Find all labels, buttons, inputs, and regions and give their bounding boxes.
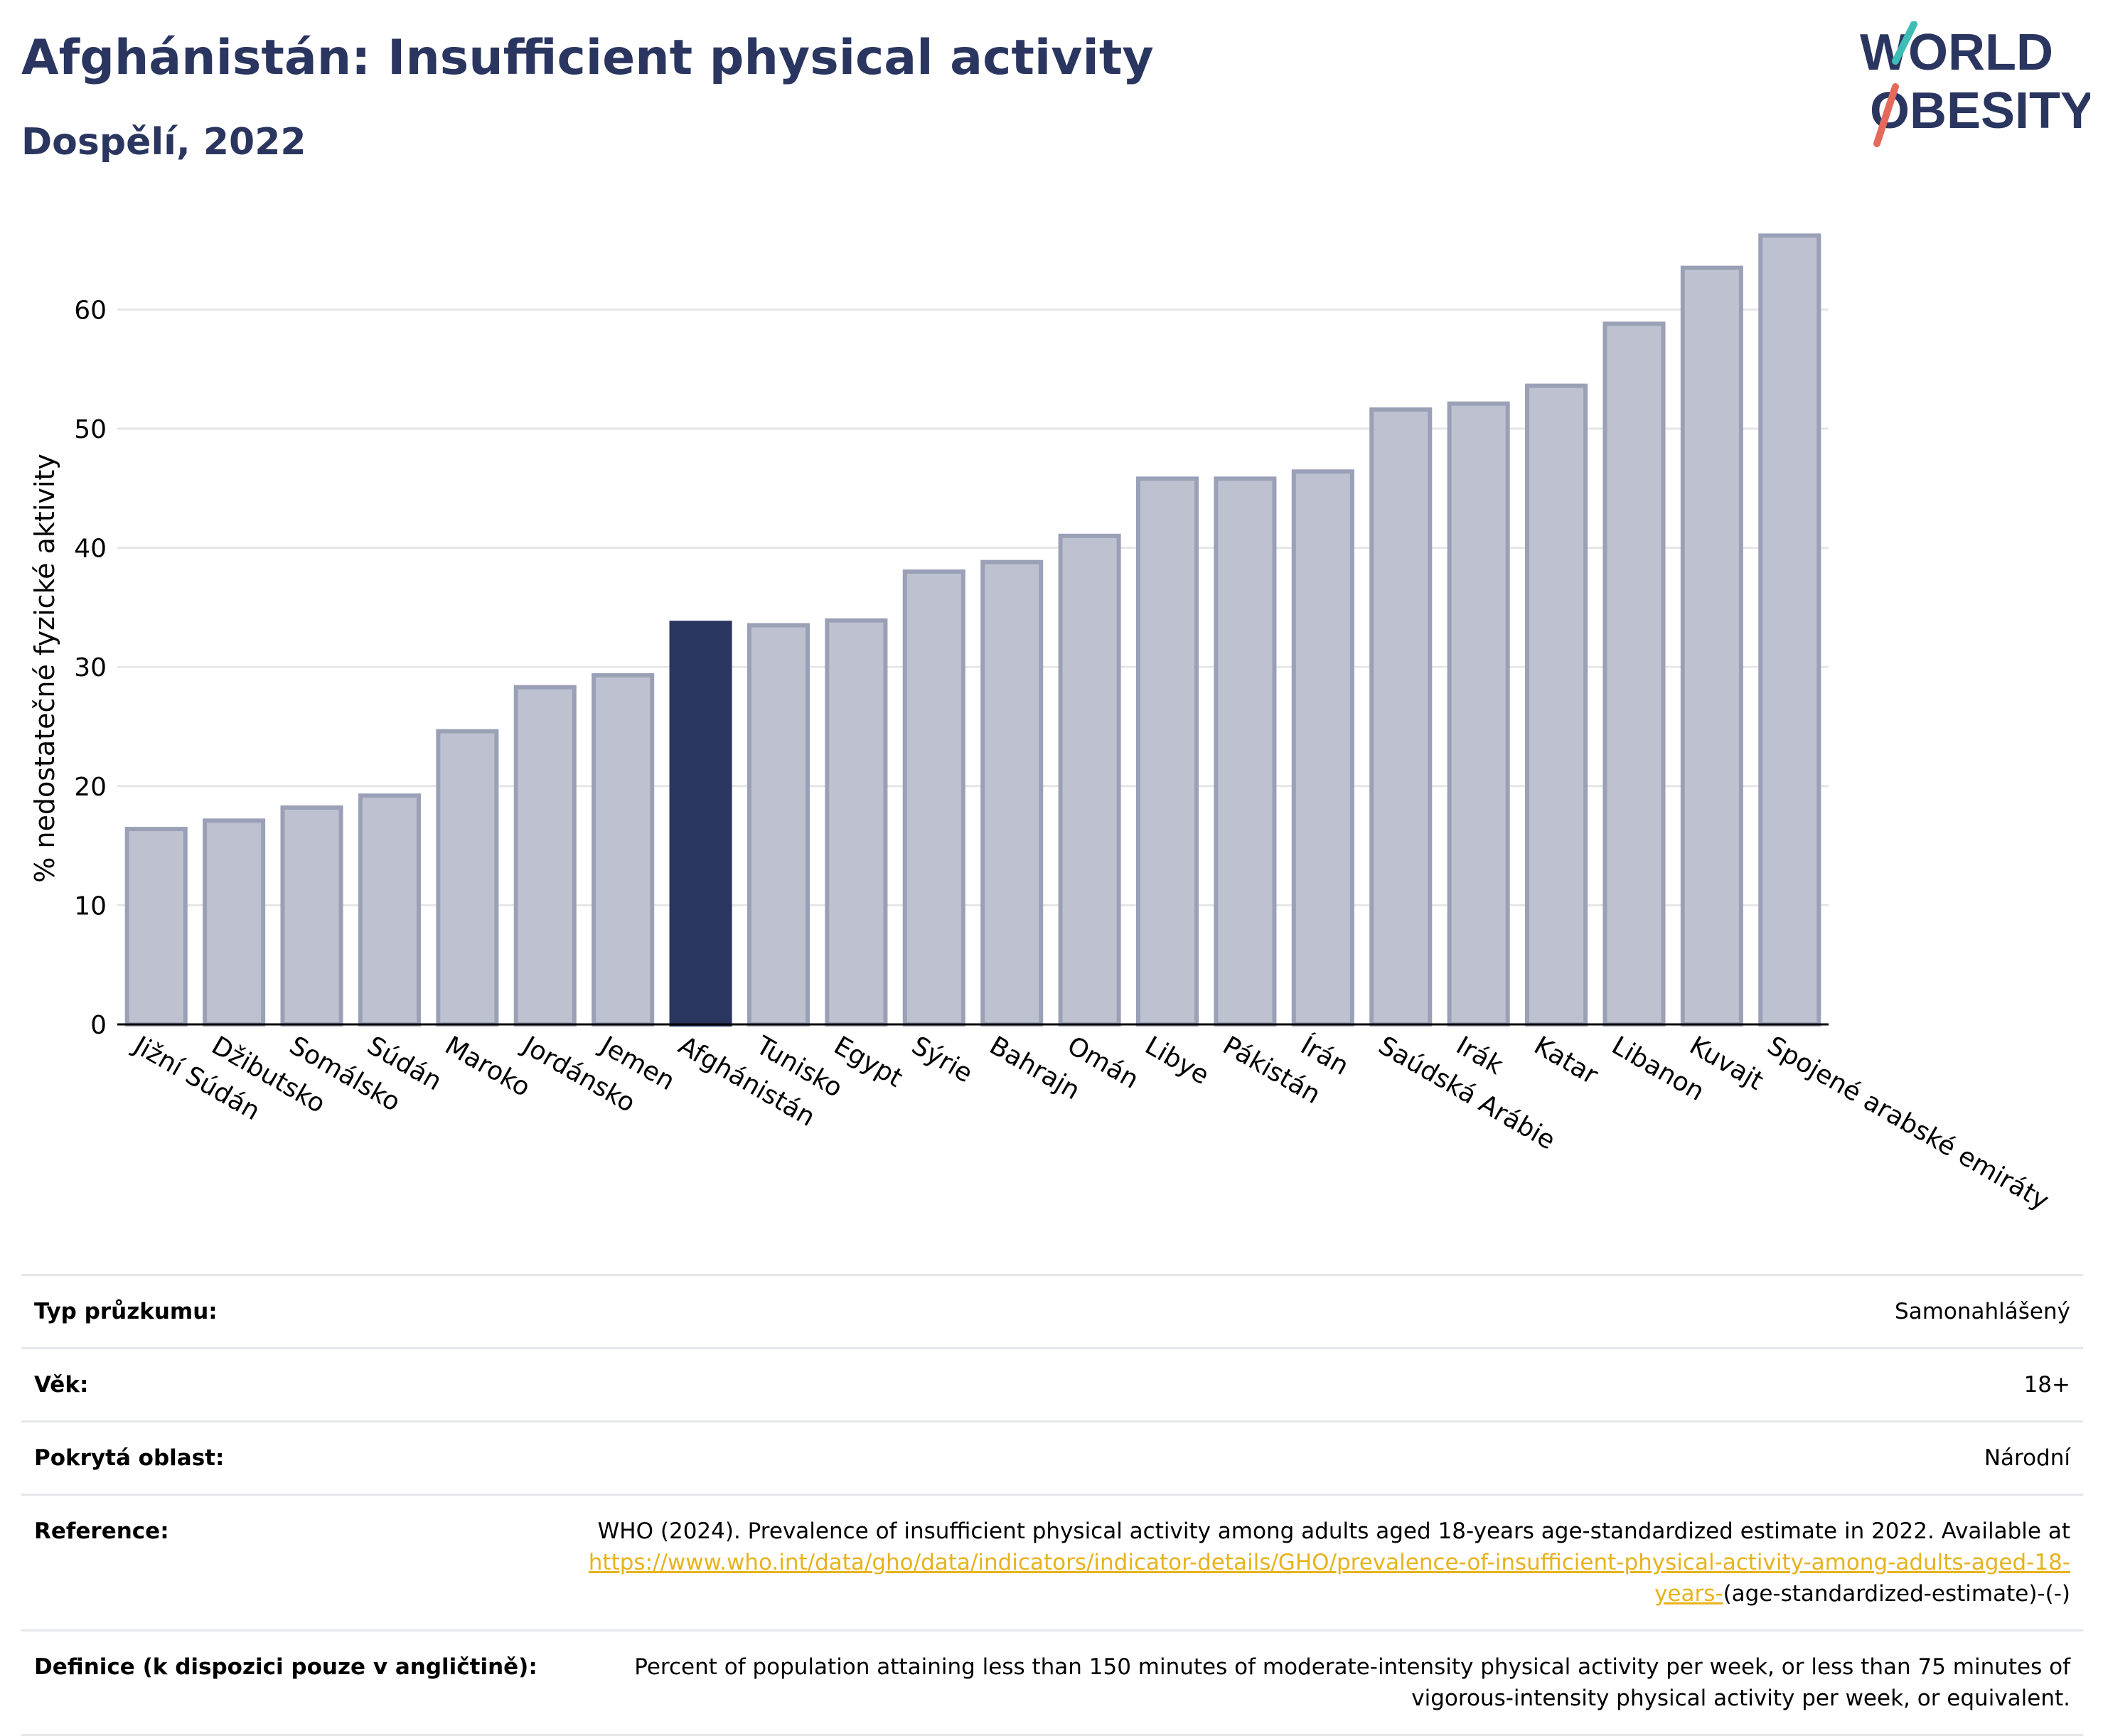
page-subtitle: Dospělí, 2022 (21, 121, 306, 164)
bar-19 (1525, 383, 1588, 1027)
bar-chart: 0 10 20 30 40 50 60 Jižní SúdánDžibutskoSomáls… (29, 233, 2054, 1216)
x-tick-label: Maroko (440, 1031, 535, 1103)
bar-17 (1369, 407, 1433, 1027)
coverage-label: Pokrytá oblast: (21, 1420, 552, 1496)
bar-5 (436, 729, 499, 1027)
y-tick-label: 20 (74, 773, 107, 802)
y-tick-label: 50 (74, 415, 107, 444)
info-table: Typ průzkumu: Samonahlášený Věk: 18+ Pok… (21, 1274, 2083, 1736)
bar-14 (1135, 476, 1199, 1027)
info-row-reference: Reference: WHO (2024). Prevalence of ins… (21, 1494, 2083, 1631)
bar-20 (1602, 321, 1666, 1027)
survey-type-value: Samonahlášený (551, 1274, 2083, 1349)
bar-12 (980, 559, 1044, 1027)
bar-9 (747, 623, 810, 1027)
y-tick-label: 60 (74, 296, 107, 325)
bar-8 (669, 621, 732, 1027)
logo-word-obesity: OBESITY (1870, 82, 2090, 139)
bar-13 (1058, 533, 1121, 1027)
survey-type-label: Typ průzkumu: (21, 1274, 552, 1349)
bar-3 (280, 805, 343, 1027)
page-title: Afghánistán: Insufficient physical activ… (21, 30, 1154, 86)
y-tick-label: 30 (74, 653, 107, 682)
bar-1 (124, 827, 188, 1027)
info-row-definition: Definice (k dispozici pouze v angličtině… (21, 1629, 2083, 1736)
x-tick-label: Libye (1140, 1031, 1214, 1091)
info-row-survey-type: Typ průzkumu: Samonahlášený (21, 1274, 2083, 1349)
bar-6 (513, 685, 577, 1027)
logo-word-world: WORLD (1860, 24, 2053, 81)
reference-text: WHO (2024). Prevalence of insufficient p… (597, 1518, 2070, 1544)
world-obesity-logo: WORLD OBESITY (1860, 21, 2090, 147)
x-axis-ticks: Jižní SúdánDžibutskoSomálskoSúdánMarokoJ… (127, 1030, 2053, 1216)
y-tick-label: 10 (74, 891, 107, 921)
bar-18 (1447, 401, 1510, 1027)
bar-11 (902, 569, 965, 1027)
bar-22 (1758, 233, 1821, 1027)
age-label: Věk: (21, 1347, 552, 1422)
reference-value: WHO (2024). Prevalence of insufficient p… (551, 1494, 2083, 1631)
logo-slash-red (1873, 83, 1899, 147)
bar-16 (1291, 469, 1354, 1027)
bar-15 (1214, 476, 1277, 1027)
info-row-age: Věk: 18+ (21, 1347, 2083, 1422)
bar-10 (825, 618, 888, 1027)
definition-value: Percent of population attaining less tha… (551, 1629, 2083, 1736)
bar-7 (592, 673, 655, 1027)
logo-slash-teal (1892, 21, 1917, 65)
x-tick-label: Katar (1529, 1031, 1603, 1091)
y-tick-label: 0 (90, 1011, 107, 1040)
age-value: 18+ (551, 1347, 2083, 1422)
reference-label: Reference: (21, 1494, 552, 1631)
bar-21 (1680, 265, 1743, 1027)
y-axis-label: % nedostatečné fyzické aktivity (29, 454, 60, 883)
coverage-value: Národní (551, 1420, 2083, 1496)
bar-4 (358, 793, 421, 1027)
y-axis-ticks: 0 10 20 30 40 50 60 (74, 296, 107, 1040)
reference-link[interactable]: https://www.who.int/data/gho/data/indica… (588, 1550, 2070, 1607)
info-row-coverage: Pokrytá oblast: Národní (21, 1420, 2083, 1496)
x-tick-label: Sýrie (906, 1031, 977, 1088)
reference-suffix: (age-standardized-estimate)-(-) (1723, 1581, 2070, 1607)
definition-label: Definice (k dispozici pouze v angličtině… (21, 1629, 552, 1736)
x-tick-label: Spojené arabské emiráty (1762, 1031, 2054, 1216)
bar-2 (203, 818, 266, 1027)
bars (124, 233, 1821, 1027)
y-tick-label: 40 (74, 535, 107, 564)
